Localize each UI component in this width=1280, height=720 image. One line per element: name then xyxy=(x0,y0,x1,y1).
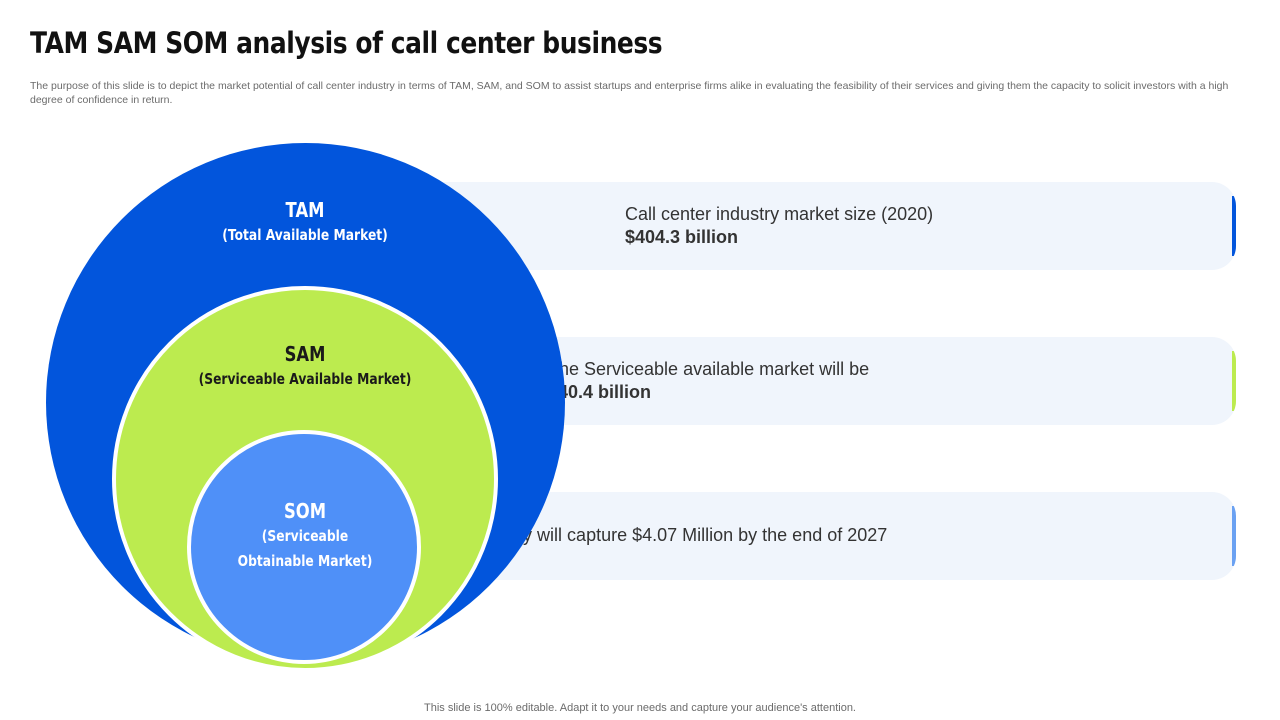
tam-band-accent xyxy=(1232,196,1236,256)
tam-abbr: TAM xyxy=(285,198,325,222)
page-title: TAM SAM SOM analysis of call center busi… xyxy=(30,26,663,60)
sam-info-text: The Serviceable available market will be… xyxy=(548,358,869,404)
tam-label: TAM (Total Available Market) xyxy=(170,197,441,248)
tam-description: Call center industry market size (2020) xyxy=(625,204,934,224)
sam-band-accent xyxy=(1232,351,1236,411)
som-full-name-line1: (Serviceable xyxy=(261,527,349,545)
som-circle xyxy=(187,430,421,664)
som-full-name-line2: Obtainable Market) xyxy=(237,552,373,570)
footer-note: This slide is 100% editable. Adapt it to… xyxy=(424,702,856,714)
som-abbr: SOM xyxy=(283,499,327,523)
som-info-text: The company will capture $4.07 Million b… xyxy=(423,524,887,547)
sam-full-name: (Serviceable Available Market) xyxy=(198,370,412,388)
som-description: The company will capture $4.07 Million b… xyxy=(423,525,888,545)
sam-abbr: SAM xyxy=(284,342,326,366)
slide-description: The purpose of this slide is to depict t… xyxy=(30,80,1229,106)
tam-value: $404.3 billion xyxy=(625,227,739,247)
tam-full-name: (Total Available Market) xyxy=(222,226,388,244)
som-label: SOM (Serviceable Obtainable Market) xyxy=(170,498,441,574)
som-band-accent xyxy=(1232,506,1236,566)
tam-info-text: Call center industry market size (2020) … xyxy=(625,203,933,249)
sam-description: The Serviceable available market will be xyxy=(548,359,870,379)
sam-value: $40.4 billion xyxy=(548,382,652,402)
sam-label: SAM (Serviceable Available Market) xyxy=(170,341,441,392)
